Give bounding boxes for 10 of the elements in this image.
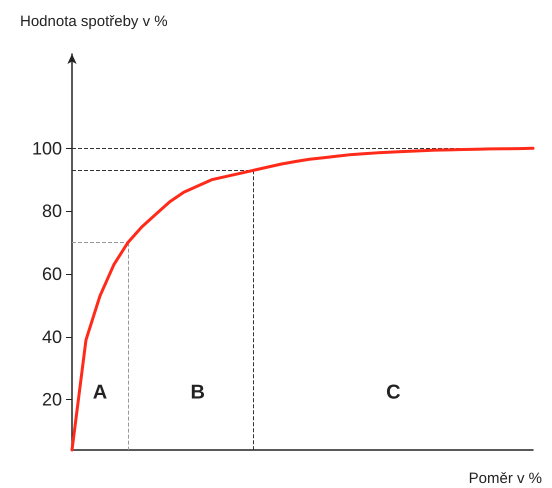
y-axis-title: Hodnota spotřeby v % [20,13,168,30]
y-tick-label: 60 [42,264,62,284]
y-tick-label: 20 [42,390,62,410]
annotation: C [386,382,401,404]
y-tick-label: 100 [32,138,62,158]
y-tick-label: 40 [42,326,62,347]
y-tick-label: 80 [42,201,62,222]
annotation: B [190,382,205,404]
x-axis-title: Poměr v % [468,470,542,487]
annotation: A [92,382,108,404]
